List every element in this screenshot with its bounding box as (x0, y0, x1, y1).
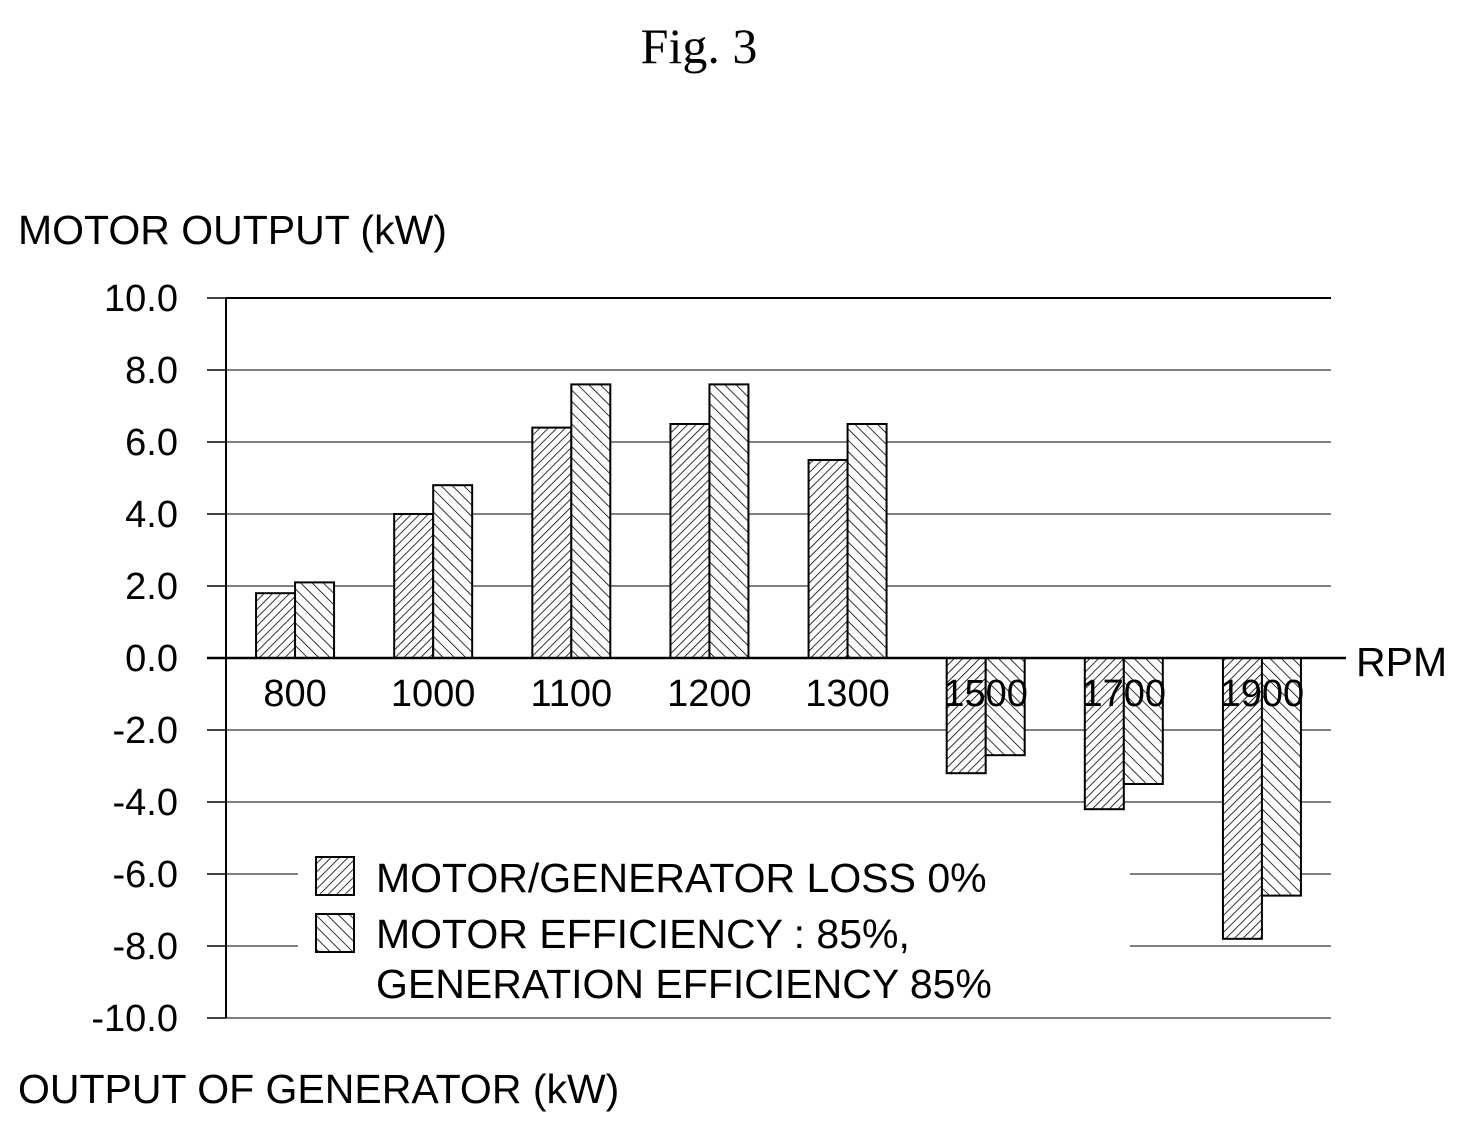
bar-series-1-1200 (669, 423, 711, 659)
y-tick-label: 8.0 (125, 350, 178, 392)
x-axis-label: RPM (1356, 639, 1447, 685)
y-tick-label: -8.0 (113, 926, 178, 968)
y-tick-label: 6.0 (125, 422, 178, 464)
bar-series-2-1200 (708, 383, 750, 659)
y-tick-label: -10.0 (91, 998, 178, 1040)
bar-series-2-800 (294, 581, 336, 660)
bar-series-1-1100 (531, 426, 573, 659)
bar-series-1-1900 (1221, 657, 1263, 940)
y-tick-label: -6.0 (113, 854, 178, 896)
bar-series-2-1000 (432, 484, 474, 660)
x-category-label: 1700 (1082, 673, 1167, 715)
y-tick-labels: 10.0 8.0 6.0 4.0 2.0 0.0 -2.0 -4.0 -6.0 -8.0 -10.0 (91, 278, 226, 1040)
bar-series-2-1500 (984, 657, 1026, 757)
bar-series-2-1900 (1260, 657, 1302, 897)
y-tick-label: 4.0 (125, 494, 178, 536)
x-category-label: 1900 (1220, 673, 1305, 715)
x-category-label: 1000 (391, 673, 476, 715)
y-axis-label: MOTOR OUTPUT (kW) (18, 207, 447, 253)
x-category-label: 1500 (943, 673, 1028, 715)
bar-series-2-1100 (570, 383, 612, 659)
legend-label-series-1: MOTOR/GENERATOR LOSS 0% (376, 855, 987, 901)
legend: MOTOR/GENERATOR LOSS 0% MOTOR EFFICIENCY… (298, 838, 1130, 1008)
bar-series-2-1300 (846, 423, 888, 659)
legend-label-series-2-line2: GENERATION EFFICIENCY 85% (376, 961, 992, 1007)
bar-series-1-1000 (393, 513, 435, 659)
y-tick-label: -2.0 (113, 710, 178, 752)
y-tick-label: -4.0 (113, 782, 178, 824)
x-category-label: 800 (263, 673, 326, 715)
y-axis-label-bottom: OUTPUT OF GENERATOR (kW) (18, 1066, 619, 1112)
y-tick-label: 0.0 (125, 638, 178, 680)
legend-swatch-series-2 (315, 913, 355, 953)
y-tick-label: 2.0 (125, 566, 178, 608)
x-category-label: 1300 (805, 673, 890, 715)
x-category-label: 1100 (530, 673, 612, 715)
x-category-label: 1200 (667, 673, 752, 715)
bar-series-1-1300 (807, 459, 849, 659)
bars (255, 383, 1302, 940)
y-tick-label: 10.0 (104, 278, 178, 320)
legend-label-series-2: MOTOR EFFICIENCY : 85%, (376, 911, 910, 957)
figure-title: Fig. 3 (641, 18, 758, 74)
category-labels: 800 1000 1100 1200 1300 1500 1700 1900 (263, 673, 1304, 715)
legend-swatch-series-1 (315, 856, 355, 896)
legend-background (298, 838, 1130, 1008)
bar-series-1-800 (255, 592, 297, 660)
bar-series-2-1700 (1122, 657, 1164, 785)
